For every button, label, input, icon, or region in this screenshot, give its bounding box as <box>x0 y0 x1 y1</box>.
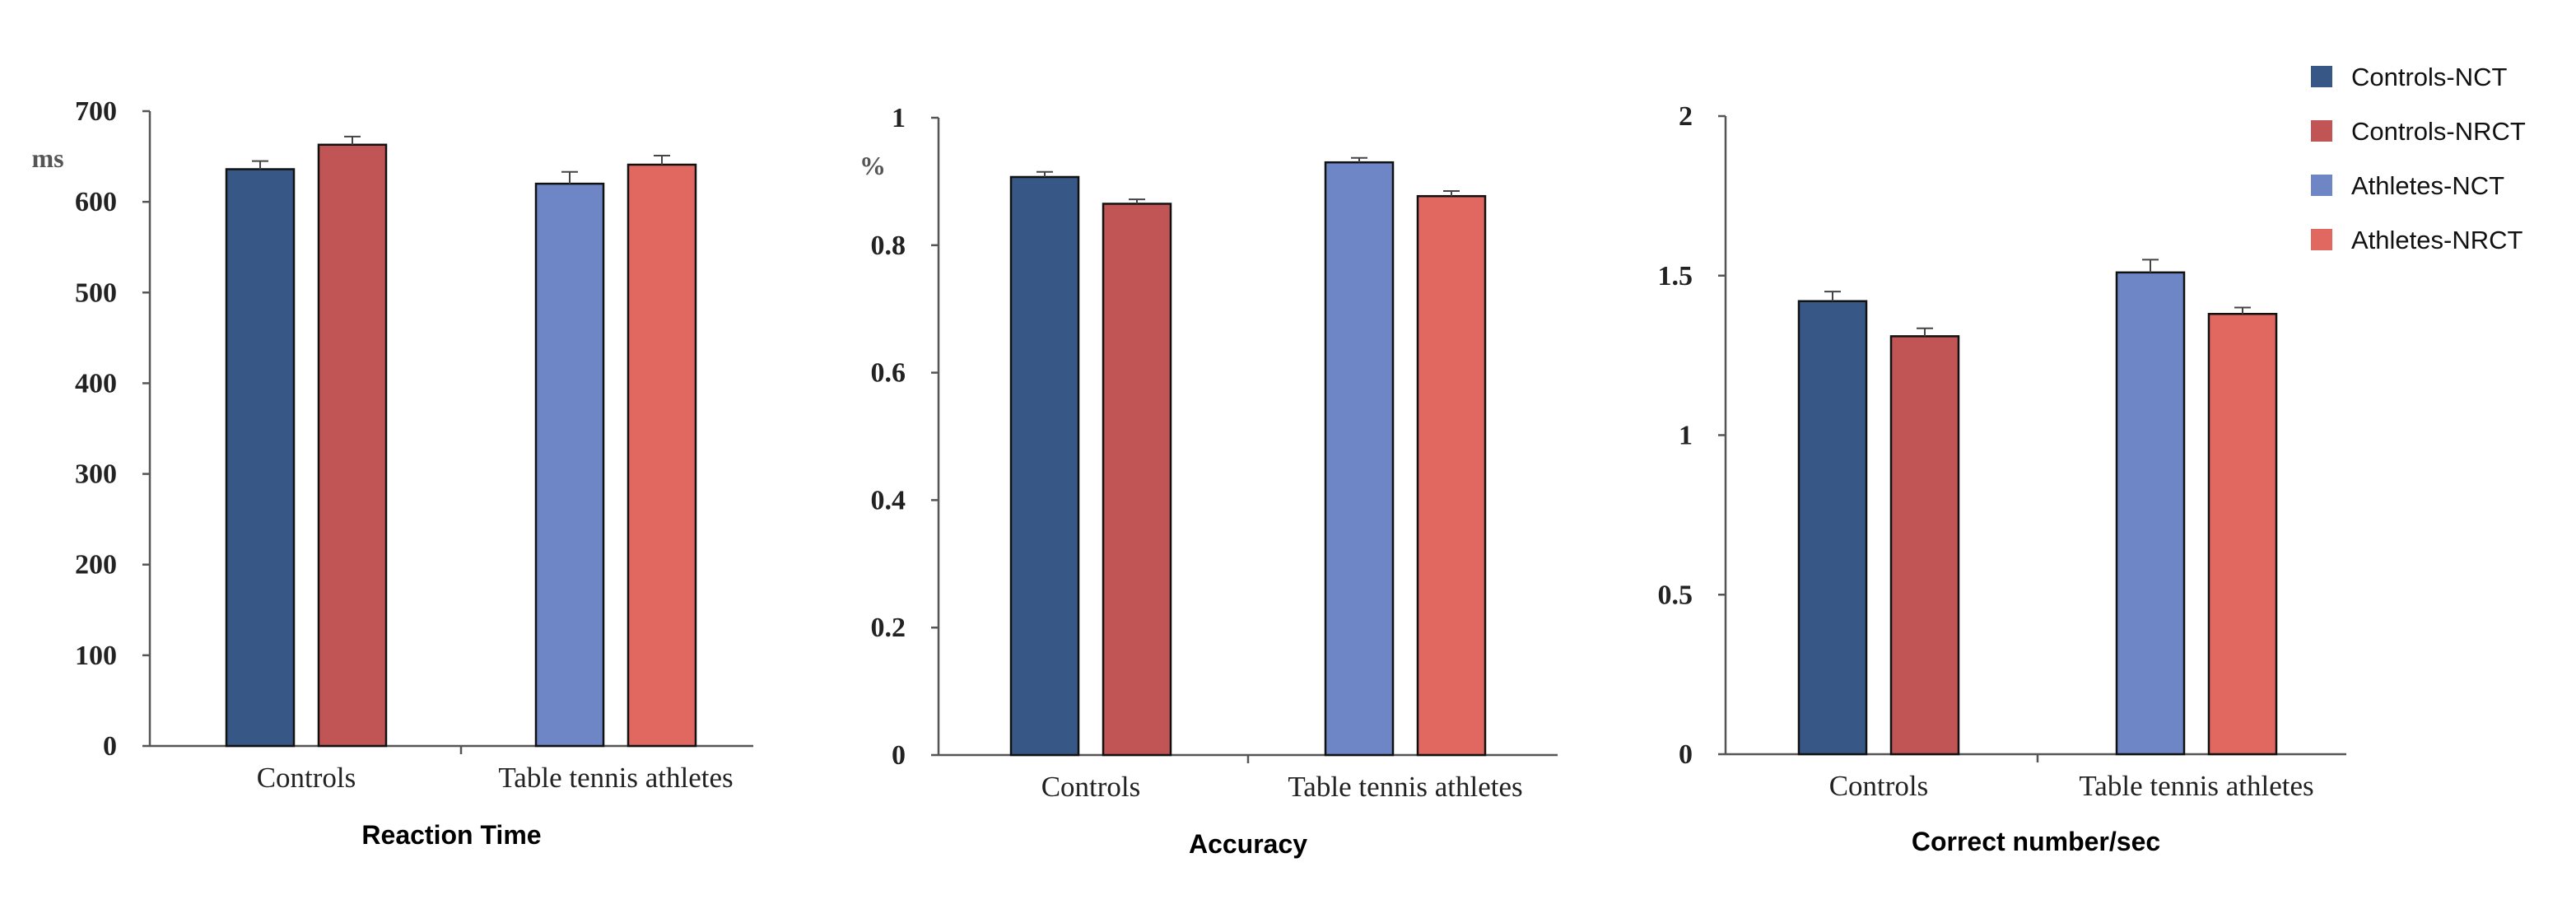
category-label: Table tennis athletes <box>498 762 733 794</box>
chart-panel-1: 0 100 200 300 400 500 600 700 ms Controls Table te… <box>31 96 753 850</box>
bar-athletes-nct <box>2115 271 2186 756</box>
chart-panel-3: 0 0.5 1 1.5 2 Controls Table tennis athletes Co… <box>1658 101 2346 856</box>
bar-controls-nrct <box>317 143 388 748</box>
category-label: Table tennis athletes <box>2079 770 2313 802</box>
y-tick-label: 0 <box>1679 739 1693 770</box>
y-tick-label: 2 <box>1679 101 1693 132</box>
y-tick-label: 0.8 <box>871 231 906 261</box>
x-axis-label: Reaction Time <box>361 820 541 850</box>
y-tick-label: 0 <box>103 731 117 762</box>
y-tick-label: 1 <box>1679 421 1693 451</box>
y-tick-label: 200 <box>75 550 117 580</box>
legend-swatch <box>2311 175 2332 196</box>
legend-label: Athletes-NRCT <box>2351 226 2522 254</box>
y-tick-label: 0.2 <box>871 613 906 643</box>
y-tick-label: 0.4 <box>871 485 906 515</box>
y-axis-unit: ms <box>31 143 63 173</box>
y-tick-label: 100 <box>75 641 117 671</box>
legend-swatch <box>2311 229 2332 250</box>
bar-athletes-nct <box>534 182 605 748</box>
y-tick-label: 0.6 <box>871 358 906 389</box>
category-label: Table tennis athletes <box>1288 771 1522 803</box>
y-tick-label: 0.5 <box>1658 580 1693 610</box>
bar-controls-nct <box>1009 175 1080 757</box>
bar-athletes-nct <box>1324 161 1395 757</box>
bar-controls-nrct <box>1102 203 1172 757</box>
x-axis-label: Accuracy <box>1189 829 1307 859</box>
legend-label: Controls-NRCT <box>2351 117 2526 146</box>
category-label: Controls <box>257 762 356 794</box>
bar-athletes-nrct <box>1416 194 1487 757</box>
y-tick-label: 600 <box>75 187 117 217</box>
legend: Controls-NCT Controls-NRCT Athletes-NCT Ath… <box>2311 63 2526 254</box>
legend-swatch <box>2311 66 2332 87</box>
y-axis-unit: % <box>859 151 886 180</box>
y-tick-label: 0 <box>892 740 906 771</box>
y-tick-label: 400 <box>75 368 117 399</box>
y-tick-label: 500 <box>75 277 117 308</box>
legend-swatch <box>2311 120 2332 142</box>
bar-controls-nct <box>225 168 296 748</box>
bar-controls-nrct <box>1889 335 1960 756</box>
bar-athletes-nrct <box>2207 313 2278 756</box>
y-tick-label: 1 <box>892 103 906 133</box>
category-label: Controls <box>1041 771 1141 803</box>
bar-athletes-nrct <box>627 163 697 748</box>
y-tick-label: 300 <box>75 459 117 490</box>
y-tick-label: 700 <box>75 96 117 127</box>
legend-label: Controls-NCT <box>2351 63 2508 91</box>
chart-panel-2: 0 0.2 0.4 0.6 0.8 1% Controls Table tennis athl… <box>859 103 1558 859</box>
category-label: Controls <box>1829 770 1929 802</box>
legend-label: Athletes-NCT <box>2351 171 2504 200</box>
bar-controls-nct <box>1797 300 1868 756</box>
x-axis-label: Correct number/sec <box>1912 827 2160 856</box>
y-tick-label: 1.5 <box>1658 261 1693 291</box>
